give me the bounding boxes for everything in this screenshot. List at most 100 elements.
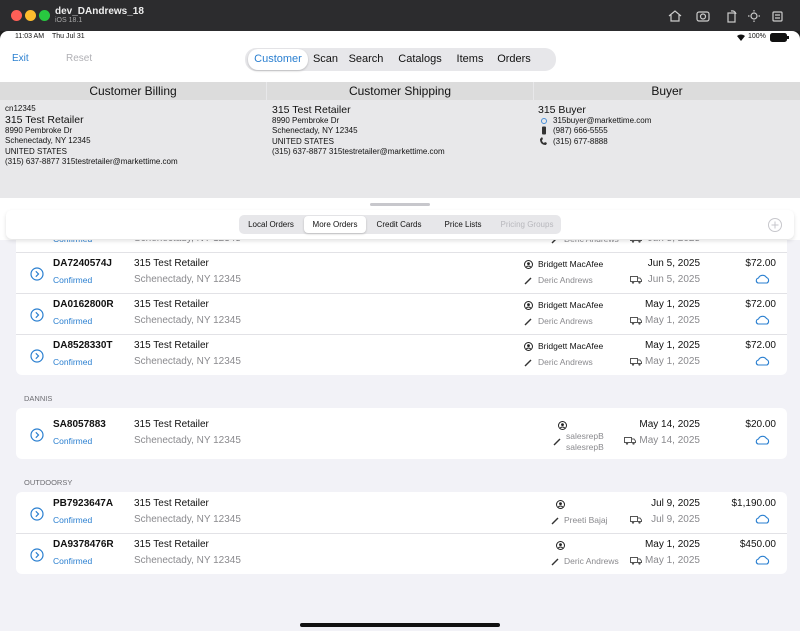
open-order-button[interactable] — [30, 428, 44, 442]
open-order-button[interactable] — [30, 267, 44, 281]
sync-icon — [755, 356, 770, 366]
ship-icon — [630, 240, 642, 243]
ship-icon — [630, 516, 642, 524]
customer-name: 315 Test Retailer — [134, 258, 209, 269]
ship-icon — [630, 358, 642, 366]
billing-name: 315 Test Retailer — [5, 114, 84, 126]
tab-5[interactable]: Orders — [497, 53, 531, 65]
subtab-3[interactable]: Price Lists — [444, 220, 482, 229]
order-status: Confirmed — [53, 275, 93, 285]
secondary-rep: Deric Andrews — [564, 240, 619, 245]
secondary-rep: salesrepB — [566, 441, 604, 452]
sync-icon — [755, 435, 770, 445]
ship-date: Jul 9, 2025 — [651, 514, 700, 525]
sales-rep: Bridgett MacAfee — [538, 341, 604, 351]
order-id[interactable]: DA8528330T — [53, 340, 113, 351]
shipping-name: 315 Test Retailer — [272, 104, 351, 116]
order-date: Jun 5, 2025 — [647, 258, 700, 269]
city: Schenectady, NY 12345 — [134, 356, 241, 367]
wifi-icon — [737, 34, 745, 41]
order-status: Confirmed — [53, 357, 93, 367]
shipping-line: (315) 637-8877 315testretailer@markettim… — [272, 146, 445, 156]
subtab-2[interactable]: Credit Cards — [376, 220, 422, 229]
open-order-button[interactable] — [30, 548, 44, 562]
city: Schenectady, NY 12345 — [134, 315, 241, 326]
open-order-button[interactable] — [30, 507, 44, 521]
order-total: $72.00 — [745, 340, 776, 351]
tab-0[interactable]: Customer — [248, 49, 308, 70]
ship-date: May 1, 2025 — [644, 356, 700, 367]
order-status: Confirmed — [53, 556, 93, 566]
rep-icon — [556, 540, 565, 550]
rep-icon — [556, 499, 565, 509]
order-id[interactable]: DA0162800R — [53, 299, 114, 310]
order-date: May 1, 2025 — [644, 340, 700, 351]
order-card — [16, 408, 787, 459]
status-date: Thu Jul 31 — [52, 33, 85, 40]
drag-handle[interactable] — [370, 203, 430, 206]
toolbar-icons[interactable] — [665, 8, 785, 24]
subtab-4: Pricing Groups — [500, 220, 554, 229]
window-title: dev_DAndrews_18 — [55, 6, 144, 17]
ship-date: May 1, 2025 — [644, 315, 700, 326]
tab-4[interactable]: Items — [456, 53, 484, 65]
ship-date: Jun 5, 2025 — [647, 274, 700, 285]
shipping-line: 8990 Pembroke Dr — [272, 116, 340, 125]
sync-icon — [755, 555, 770, 565]
edit-icon — [551, 517, 559, 525]
city: Schenectady, NY 12345 — [134, 555, 241, 566]
zoom-button[interactable] — [39, 10, 50, 21]
ship-icon — [630, 557, 642, 565]
tab-2[interactable]: Search — [348, 53, 384, 65]
close-button[interactable] — [11, 10, 22, 21]
customer-name: 315 Test Retailer — [134, 419, 209, 430]
minimize-button[interactable] — [25, 10, 36, 21]
order-status: Confirmed — [53, 316, 93, 326]
open-order-button[interactable] — [30, 349, 44, 363]
billing-line: UNITED STATES — [5, 146, 67, 156]
order-status: Confirmed — [53, 436, 93, 446]
ship-icon — [630, 276, 642, 284]
row-separator — [16, 334, 787, 335]
buyer-header: Buyer — [534, 82, 800, 100]
order-date: May 1, 2025 — [644, 299, 700, 310]
open-order-button[interactable] — [30, 308, 44, 322]
edit-icon — [524, 277, 532, 285]
rep-icon — [524, 341, 533, 351]
secondary-rep: Preeti Bajaj — [564, 515, 608, 525]
tab-3[interactable]: Catalogs — [398, 53, 442, 65]
secondary-rep: Deric Andrews — [538, 316, 593, 326]
shipping-line: Schenectady, NY 12345 — [272, 126, 358, 136]
customer-name: 315 Test Retailer — [134, 539, 209, 550]
order-status: Confirmed — [53, 240, 92, 245]
customer-name: 315 Test Retailer — [134, 498, 209, 509]
order-id[interactable]: SA8057883 — [53, 419, 106, 430]
order-id[interactable]: DA9378476R — [53, 539, 114, 550]
tab-1[interactable]: Scan — [312, 53, 339, 65]
status-battery: 100% — [748, 33, 766, 40]
edit-icon — [524, 359, 532, 367]
order-total: $1,190.00 — [731, 498, 777, 509]
order-id[interactable]: DA7240574J — [53, 258, 112, 269]
add-button[interactable] — [767, 217, 783, 233]
subtab-0[interactable]: Local Orders — [248, 220, 294, 229]
billing-line: (315) 637-8877 315testretailer@markettim… — [5, 156, 178, 166]
edit-icon — [551, 558, 559, 566]
ship-icon — [624, 437, 636, 445]
sync-icon — [755, 315, 770, 325]
order-total: $20.00 — [745, 419, 776, 430]
order-id[interactable]: PB7923647A — [53, 498, 114, 509]
order-date: Jul 9, 2025 — [651, 498, 700, 509]
billing-header: Customer Billing — [0, 82, 266, 100]
reset-button: Reset — [66, 53, 93, 64]
exit-button[interactable]: Exit — [12, 53, 29, 64]
secondary-rep: salesrepB — [566, 430, 604, 441]
app: 11:03 AM Thu Jul 31 100% Exit Reset Cust… — [0, 31, 800, 631]
city: Schenectady, NY 12345 — [134, 435, 241, 446]
secondary-rep: Deric Andrews — [538, 357, 593, 367]
ship-date: May 14, 2025 — [639, 435, 700, 446]
city: Schenectady, NY 12345 — [134, 240, 241, 245]
group-header: OUTDOORSY — [24, 478, 73, 487]
subtab-1[interactable]: More Orders — [304, 216, 366, 233]
